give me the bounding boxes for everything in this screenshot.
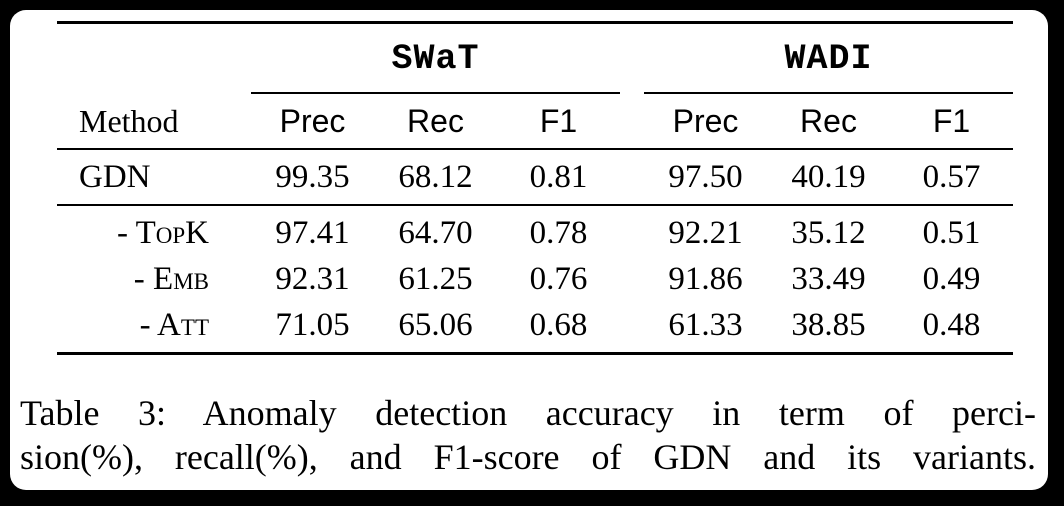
emb-gap-cell	[620, 256, 644, 302]
emb-wadi-f1: 0.49	[922, 261, 981, 297]
att-swat-f1: 0.68	[529, 307, 588, 343]
caption-line-1: Table 3: Anomaly detection accuracy in t…	[20, 393, 1036, 433]
att-swat-rec: 65.06	[398, 307, 473, 343]
column-header-row: Method Prec Rec F1 Prec Rec F1	[57, 93, 1013, 149]
group-header-row: SWaT WADI	[57, 22, 1013, 94]
att-wadi-prec: 61.33	[668, 307, 743, 343]
gdn-wadi-f1: 0.57	[922, 159, 981, 195]
emb-swat-prec: 92.31	[275, 261, 350, 297]
gdn-gap-cell	[620, 149, 644, 205]
method-name-emb: - Emb	[133, 261, 209, 297]
att-wadi-f1: 0.48	[922, 307, 981, 343]
method-name-topk: - TopK	[116, 215, 209, 251]
paper-table-panel: SWaT WADI Method Prec Rec F1 Prec Rec F1…	[10, 10, 1048, 490]
column-header-swat-f1: F1	[539, 103, 578, 139]
column-header-swat-prec: Prec	[279, 103, 346, 139]
topk-wadi-f1: 0.51	[922, 215, 981, 251]
topk-wadi-prec: 92.21	[668, 215, 743, 251]
gdn-swat-prec: 99.35	[275, 159, 350, 195]
gdn-swat-rec: 68.12	[398, 159, 473, 195]
topk-swat-prec: 97.41	[275, 215, 350, 251]
topk-wadi-rec: 35.12	[791, 215, 866, 251]
emb-swat-rec: 61.25	[398, 261, 473, 297]
gdn-wadi-rec: 40.19	[791, 159, 866, 195]
results-table-wrap: SWaT WADI Method Prec Rec F1 Prec Rec F1…	[57, 21, 1013, 355]
group-header-wadi: WADI	[644, 22, 1013, 94]
topk-gap-cell	[620, 205, 644, 256]
column-header-wadi-rec: Rec	[800, 103, 857, 139]
table-row-gdn: GDN 99.35 68.12 0.81 97.50 40.19 0.57	[57, 149, 1013, 205]
column-header-wadi-prec: Prec	[672, 103, 739, 139]
group-row-blank-cell	[57, 23, 251, 94]
emb-wadi-prec: 91.86	[668, 261, 743, 297]
gdn-wadi-prec: 97.50	[668, 159, 743, 195]
group-gap-cell	[620, 23, 644, 94]
column-header-swat-rec: Rec	[407, 103, 464, 139]
topk-swat-f1: 0.78	[529, 215, 588, 251]
method-name-att: - Att	[139, 307, 209, 343]
table-caption: Table 3: Anomaly detection accuracy in t…	[20, 391, 1036, 479]
topk-swat-rec: 64.70	[398, 215, 473, 251]
results-table: SWaT WADI Method Prec Rec F1 Prec Rec F1…	[57, 21, 1013, 355]
att-swat-prec: 71.05	[275, 307, 350, 343]
table-row-topk: - TopK 97.41 64.70 0.78 92.21 35.12 0.51	[57, 205, 1013, 256]
emb-wadi-rec: 33.49	[791, 261, 866, 297]
att-gap-cell	[620, 302, 644, 354]
emb-swat-f1: 0.76	[529, 261, 588, 297]
column-header-method: Method	[79, 102, 179, 139]
group-header-swat: SWaT	[251, 22, 620, 94]
table-row-att: - Att 71.05 65.06 0.68 61.33 38.85 0.48	[57, 302, 1013, 354]
method-name-gdn: GDN	[79, 159, 151, 195]
column-header-wadi-f1: F1	[932, 103, 971, 139]
caption-line-2: sion(%), recall(%), and F1-score of GDN …	[20, 437, 1036, 477]
header-gap-cell	[620, 93, 644, 149]
gdn-swat-f1: 0.81	[529, 159, 588, 195]
table-row-emb: - Emb 92.31 61.25 0.76 91.86 33.49 0.49	[57, 256, 1013, 302]
att-wadi-rec: 38.85	[791, 307, 866, 343]
